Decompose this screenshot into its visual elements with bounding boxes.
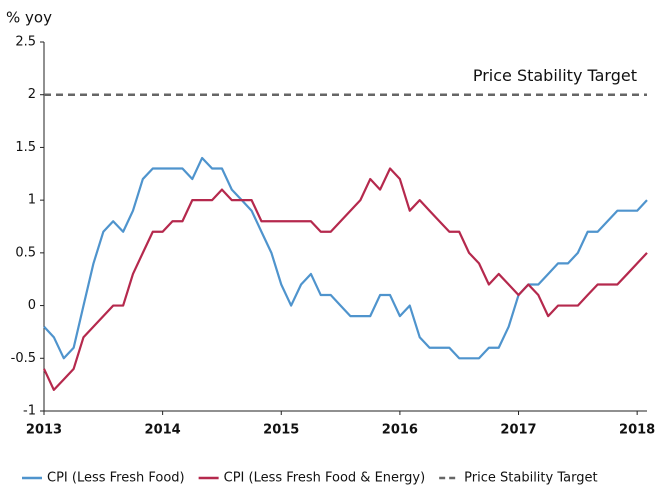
y-tick-label: 2.5 (15, 35, 36, 50)
x-tick-label: 2014 (145, 423, 181, 438)
x-tick-label: 2017 (500, 423, 536, 438)
y-tick-label: -0.5 (11, 351, 36, 366)
legend-label: CPI (Less Fresh Food & Energy) (224, 471, 426, 486)
y-tick-label: 1 (28, 193, 36, 208)
y-axis-label: % yoy (6, 9, 52, 27)
y-tick-label: 0 (28, 298, 36, 313)
x-tick-label: 2015 (263, 423, 299, 438)
legend-label: CPI (Less Fresh Food) (47, 471, 185, 486)
y-tick-label: 2 (28, 87, 36, 102)
y-tick-label: -1 (23, 404, 36, 419)
series-line (43, 167, 648, 392)
y-tick-label: 1.5 (15, 140, 36, 155)
x-tick-label: 2013 (26, 423, 62, 438)
x-tick-label: 2016 (382, 423, 418, 438)
annotation: Price Stability Target (473, 66, 637, 85)
y-tick-label: 0.5 (15, 245, 36, 260)
x-tick-label: 2018 (619, 423, 655, 438)
legend-label: Price Stability Target (464, 471, 597, 486)
series-line (43, 156, 648, 360)
